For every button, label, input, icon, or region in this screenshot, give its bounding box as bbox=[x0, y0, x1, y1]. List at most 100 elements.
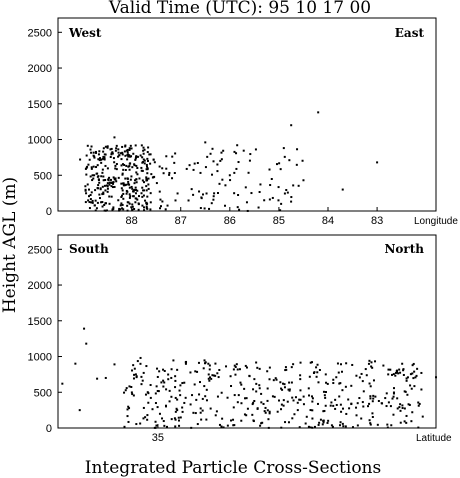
top-scatter-point bbox=[104, 178, 107, 181]
top-scatter-point bbox=[235, 167, 238, 170]
top-scatter-point bbox=[237, 194, 240, 197]
bottom-scatter-point bbox=[411, 411, 414, 414]
bottom-scatter-point bbox=[181, 406, 184, 409]
bottom-scatter-point bbox=[209, 407, 212, 410]
bottom-scatter-point bbox=[234, 365, 237, 368]
bottom-scatter-point bbox=[421, 415, 424, 418]
bottom-scatter-point bbox=[230, 385, 233, 388]
top-scatter-point bbox=[317, 111, 320, 114]
bottom-scatter-point bbox=[162, 420, 165, 423]
bottom-scatter-point bbox=[216, 395, 219, 398]
bottom-panel: South North Latitude 0 500 1000 1500 2000 250… bbox=[28, 234, 452, 444]
top-scatter-point bbox=[146, 195, 149, 198]
top-scatter-point bbox=[111, 186, 114, 189]
top-scatter-point bbox=[94, 150, 97, 153]
top-scatter-point bbox=[145, 168, 148, 171]
top-scatter-point bbox=[143, 206, 146, 209]
bottom-scatter-point bbox=[403, 420, 406, 423]
top-scatter-point bbox=[149, 162, 152, 165]
bottom-scatter-point bbox=[288, 388, 291, 391]
top-scatter-point bbox=[263, 199, 266, 202]
top-scatter-point bbox=[115, 163, 118, 166]
top-scatter-point bbox=[132, 189, 135, 192]
bottom-scatter-point bbox=[402, 369, 405, 372]
bottom-scatter-point bbox=[203, 385, 206, 388]
top-scatter-point bbox=[121, 203, 124, 206]
top-scatter-point bbox=[107, 179, 110, 182]
top-scatter-point bbox=[102, 191, 105, 194]
top-scatter-point bbox=[102, 150, 105, 153]
top-scatter-point bbox=[125, 164, 128, 167]
bottom-scatter-point bbox=[271, 395, 274, 398]
bottom-scatter-point bbox=[403, 390, 406, 393]
top-scatter-point bbox=[290, 196, 293, 199]
bottom-scatter-point bbox=[326, 421, 329, 424]
bottom-scatter-point bbox=[323, 409, 326, 412]
bottom-scatter-point bbox=[245, 414, 248, 417]
top-scatter-point bbox=[126, 201, 129, 204]
bottom-scatter-point bbox=[368, 419, 371, 422]
top-scatter-point bbox=[117, 148, 120, 151]
top-scatter-point bbox=[206, 155, 209, 158]
bottom-scatter-point bbox=[156, 375, 159, 378]
bottom-scatter-point bbox=[147, 401, 150, 404]
bottom-scatter-point bbox=[362, 390, 365, 393]
top-scatter-point bbox=[104, 209, 107, 212]
bottom-scatter-point bbox=[245, 366, 248, 369]
top-scatter-point bbox=[93, 204, 96, 207]
top-scatter-point bbox=[87, 188, 90, 191]
bottom-scatter-point bbox=[277, 399, 280, 402]
top-scatter-point bbox=[86, 144, 89, 147]
top-scatter-point bbox=[146, 172, 149, 175]
bottom-scatter-point bbox=[384, 397, 387, 400]
bottom-scatter-point bbox=[386, 426, 389, 429]
top-scatter-point bbox=[135, 181, 138, 184]
bottom-scatter-point bbox=[258, 387, 261, 390]
bottom-scatter-point bbox=[166, 425, 169, 428]
top-scatter-point bbox=[92, 177, 95, 180]
top-scatter-point bbox=[106, 145, 109, 148]
bottom-scatter-point bbox=[299, 389, 302, 392]
top-scatter-point bbox=[84, 189, 87, 192]
bottom-scatter-point bbox=[355, 414, 358, 417]
bottom-scatter-point bbox=[167, 373, 170, 376]
top-scatter-point bbox=[135, 164, 138, 167]
top-scatter-point bbox=[126, 209, 129, 212]
bottom-scatter-point bbox=[283, 383, 286, 386]
top-scatter-point bbox=[100, 175, 103, 178]
bottom-scatter-point bbox=[177, 419, 180, 422]
bottom-scatter-point bbox=[252, 388, 255, 391]
top-scatter-point bbox=[93, 156, 96, 159]
bottom-scatter-point bbox=[298, 426, 301, 429]
top-x-axis-label: Longitude bbox=[414, 216, 458, 227]
top-scatter-point bbox=[104, 164, 107, 167]
bottom-scatter-point bbox=[260, 392, 263, 395]
top-left-label: West bbox=[68, 26, 102, 40]
top-scatter-point bbox=[94, 209, 97, 212]
bottom-scatter-point bbox=[407, 403, 410, 406]
top-scatter-point bbox=[193, 162, 196, 165]
top-scatter-point bbox=[101, 205, 104, 208]
bottom-scatter-point bbox=[334, 398, 337, 401]
bottom-scatter-point bbox=[239, 381, 242, 384]
bottom-scatter-point bbox=[288, 389, 291, 392]
top-scatter-point bbox=[224, 184, 227, 187]
bottom-plot-frame bbox=[57, 234, 437, 429]
bottom-scatter-point bbox=[132, 377, 135, 380]
top-scatter-point bbox=[130, 155, 133, 158]
top-scatter-point bbox=[208, 207, 211, 210]
bottom-scatter-point bbox=[157, 390, 160, 393]
top-scatter-point bbox=[91, 179, 94, 182]
top-scatter-point bbox=[110, 195, 113, 198]
bottom-scatter-point bbox=[146, 414, 149, 417]
bottom-scatter-point bbox=[170, 368, 173, 371]
top-scatter-point bbox=[93, 155, 96, 158]
top-scatter-point bbox=[140, 166, 143, 169]
top-scatter-point bbox=[93, 174, 96, 177]
top-scatter-point bbox=[270, 178, 273, 181]
top-scatter-point bbox=[90, 145, 93, 148]
bottom-scatter-point bbox=[325, 381, 328, 384]
bottom-scatter-point bbox=[372, 394, 375, 397]
top-scatter-point bbox=[213, 192, 216, 195]
